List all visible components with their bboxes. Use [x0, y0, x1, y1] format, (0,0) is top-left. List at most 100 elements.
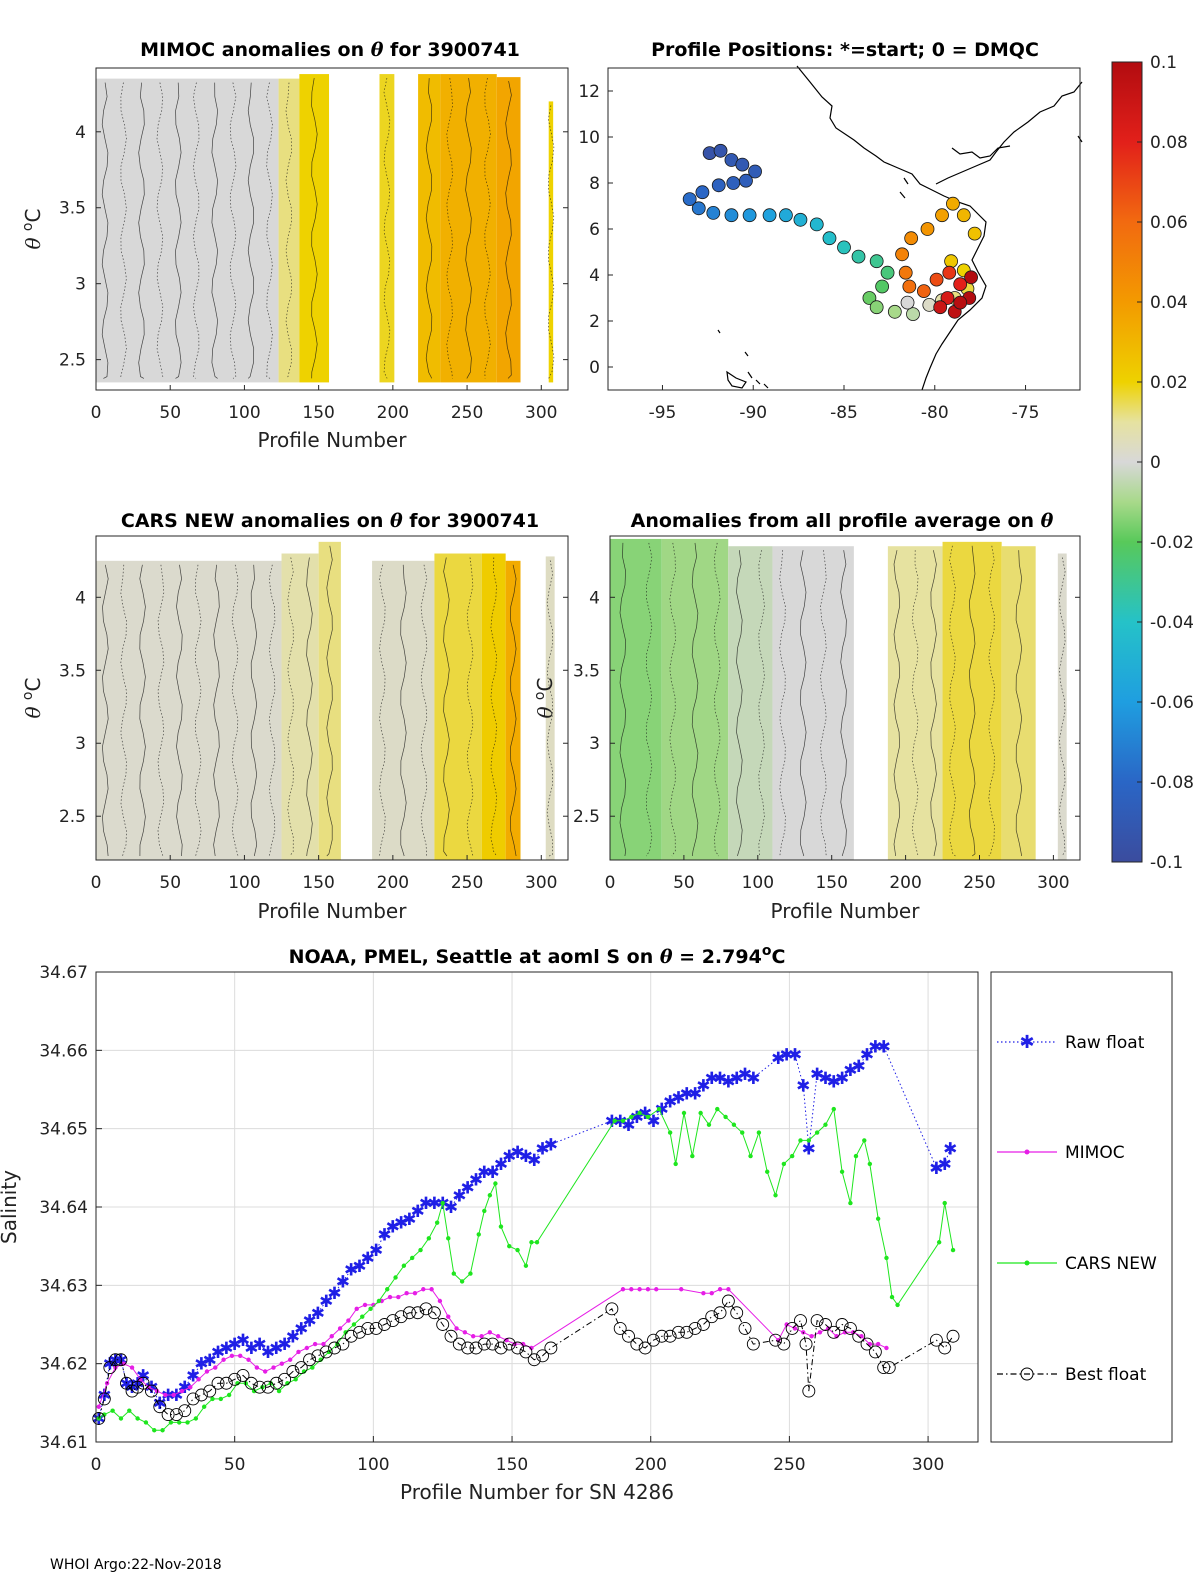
point-best-float-65 — [663, 1329, 677, 1343]
position-point-34 — [944, 254, 959, 269]
allavg-ytick-label-1: 3 — [589, 734, 600, 754]
point-raw-float-22: ✱ — [253, 1335, 267, 1355]
cars-contour-0-8 — [250, 564, 258, 857]
point-raw-float-41: ✱ — [411, 1202, 425, 1222]
position-point-48 — [940, 291, 955, 305]
cars-plot-area — [96, 541, 555, 860]
cars-xtick-label-3: 150 — [302, 873, 334, 893]
point-best-float-79 — [794, 1314, 807, 1328]
point-cars-new-81 — [814, 1130, 820, 1135]
point-cars-new-24 — [293, 1377, 298, 1382]
position-point-15 — [779, 208, 793, 223]
allavg-ytick-label-0: 2.5 — [573, 807, 600, 827]
point-raw-float-47: ✱ — [461, 1178, 475, 1198]
point-raw-float-15: ✱ — [194, 1355, 208, 1375]
point-best-float-68 — [688, 1321, 702, 1335]
point-cars-new-45 — [459, 1279, 465, 1284]
point-raw-float-91: ✱ — [938, 1155, 952, 1175]
cars-xtick-label-6: 300 — [525, 873, 557, 893]
position-point-9 — [682, 192, 697, 207]
point-mimoc-7 — [154, 1388, 160, 1394]
position-point-14 — [762, 208, 777, 223]
point-raw-float-79: ✱ — [796, 1077, 810, 1097]
point-cars-new-75 — [765, 1169, 770, 1174]
mimoc-contour-4-0 — [425, 78, 433, 379]
point-cars-new-22 — [276, 1388, 282, 1394]
positions-ytick-label-2: 4 — [589, 266, 600, 286]
position-point-36 — [956, 208, 971, 223]
point-best-float-91 — [882, 1361, 896, 1375]
point-cars-new-0 — [96, 1416, 101, 1421]
allavg-xtick-label-5: 250 — [963, 873, 995, 893]
mimoc-contour-0-6 — [211, 82, 218, 379]
cars-contour-3-2 — [420, 564, 428, 857]
salinity-plot-area: ✱✱✱✱✱✱✱✱✱✱✱✱✱✱✱✱✱✱✱✱✱✱✱✱✱✱✱✱✱✱✱✱✱✱✱✱✱✱✱✱… — [92, 1037, 960, 1433]
point-best-float-37 — [378, 1318, 391, 1331]
mimoc-contour-1-0 — [285, 82, 292, 379]
point-mimoc-55 — [637, 1287, 642, 1292]
point-mimoc-38 — [412, 1290, 418, 1296]
salinity-x-ticks: 0 50 100 150 200 250 300 — [91, 1436, 944, 1475]
point-raw-float-76: ✱ — [771, 1049, 785, 1069]
legend-cars-label: CARS NEW — [1065, 1254, 1157, 1274]
mimoc-band-2 — [299, 74, 330, 383]
salinity-ytick-label-2: 34.63 — [39, 1276, 88, 1296]
point-cars-new-91 — [889, 1294, 895, 1300]
position-point-11 — [706, 205, 721, 220]
colorbar-tick-label-7: 0.04 — [1150, 293, 1188, 313]
salinity-ytick-label-3: 34.64 — [39, 1198, 88, 1218]
mimoc-y-ticks: 2.5 3 3.5 4 — [59, 123, 568, 371]
position-point-49 — [933, 300, 948, 315]
point-best-float-60 — [622, 1329, 635, 1343]
colorbar-tick-label-10: 0.1 — [1150, 53, 1177, 73]
point-cars-new-87 — [862, 1138, 867, 1143]
cars-xtick-label-5: 250 — [451, 873, 483, 893]
point-best-float-80 — [799, 1337, 813, 1351]
point-raw-float-48: ✱ — [469, 1171, 483, 1191]
point-best-float-4 — [114, 1353, 128, 1367]
mimoc-band-7 — [548, 101, 554, 383]
point-best-float-83 — [819, 1318, 832, 1331]
point-best-float-71 — [713, 1306, 727, 1320]
position-point-37 — [946, 196, 960, 211]
point-cars-new-85 — [848, 1200, 853, 1206]
cars-panel: CARS NEW anomalies on θ for 3900741 0 50 1… — [20, 510, 569, 923]
point-raw-float-57: ✱ — [544, 1135, 558, 1155]
point-best-float-69 — [696, 1318, 710, 1331]
point-raw-float-84: ✱ — [835, 1069, 849, 1089]
point-raw-float-50: ✱ — [485, 1163, 499, 1183]
point-best-float-62 — [638, 1341, 652, 1355]
point-cars-new-70 — [723, 1114, 728, 1120]
mimoc-contour-6-0 — [505, 81, 512, 379]
point-cars-new-34 — [376, 1298, 382, 1304]
mimoc-xlabel: Profile Number — [258, 428, 408, 452]
point-raw-float-62: ✱ — [638, 1104, 652, 1124]
colorbar-tick-label-1: -0.08 — [1150, 773, 1194, 793]
point-cars-new-63 — [667, 1130, 673, 1135]
point-mimoc-35 — [387, 1294, 393, 1300]
point-cars-new-5 — [135, 1416, 140, 1421]
point-cars-new-13 — [201, 1404, 207, 1409]
positions-x-ticks: -95 -90 -85 -80 -75 — [649, 385, 1039, 423]
mimoc-axes-frame — [95, 67, 569, 391]
position-point-8 — [695, 185, 710, 200]
mimoc-band-6 — [496, 77, 521, 383]
allavg-band-0 — [610, 538, 662, 860]
legend-raw-label: Raw float — [1065, 1033, 1145, 1053]
point-mimoc-22 — [279, 1361, 285, 1366]
point-raw-float-40: ✱ — [402, 1210, 416, 1230]
point-best-float-17 — [211, 1376, 225, 1390]
allavg-xtick-label-1: 50 — [673, 873, 695, 893]
point-best-float-25 — [278, 1372, 292, 1386]
allavg-contour-4-0 — [893, 550, 901, 857]
allavg-band-2 — [728, 546, 773, 860]
point-mimoc-48 — [495, 1334, 501, 1339]
point-best-float-18 — [219, 1376, 233, 1390]
point-best-float-76 — [769, 1333, 782, 1347]
point-best-float-48 — [469, 1341, 483, 1355]
colorbar-tick-label-9: 0.08 — [1150, 133, 1188, 153]
position-point-38 — [935, 208, 949, 223]
point-raw-float-55: ✱ — [527, 1151, 541, 1171]
point-best-float-31 — [328, 1341, 341, 1355]
cars-contour-0-4 — [176, 564, 183, 857]
